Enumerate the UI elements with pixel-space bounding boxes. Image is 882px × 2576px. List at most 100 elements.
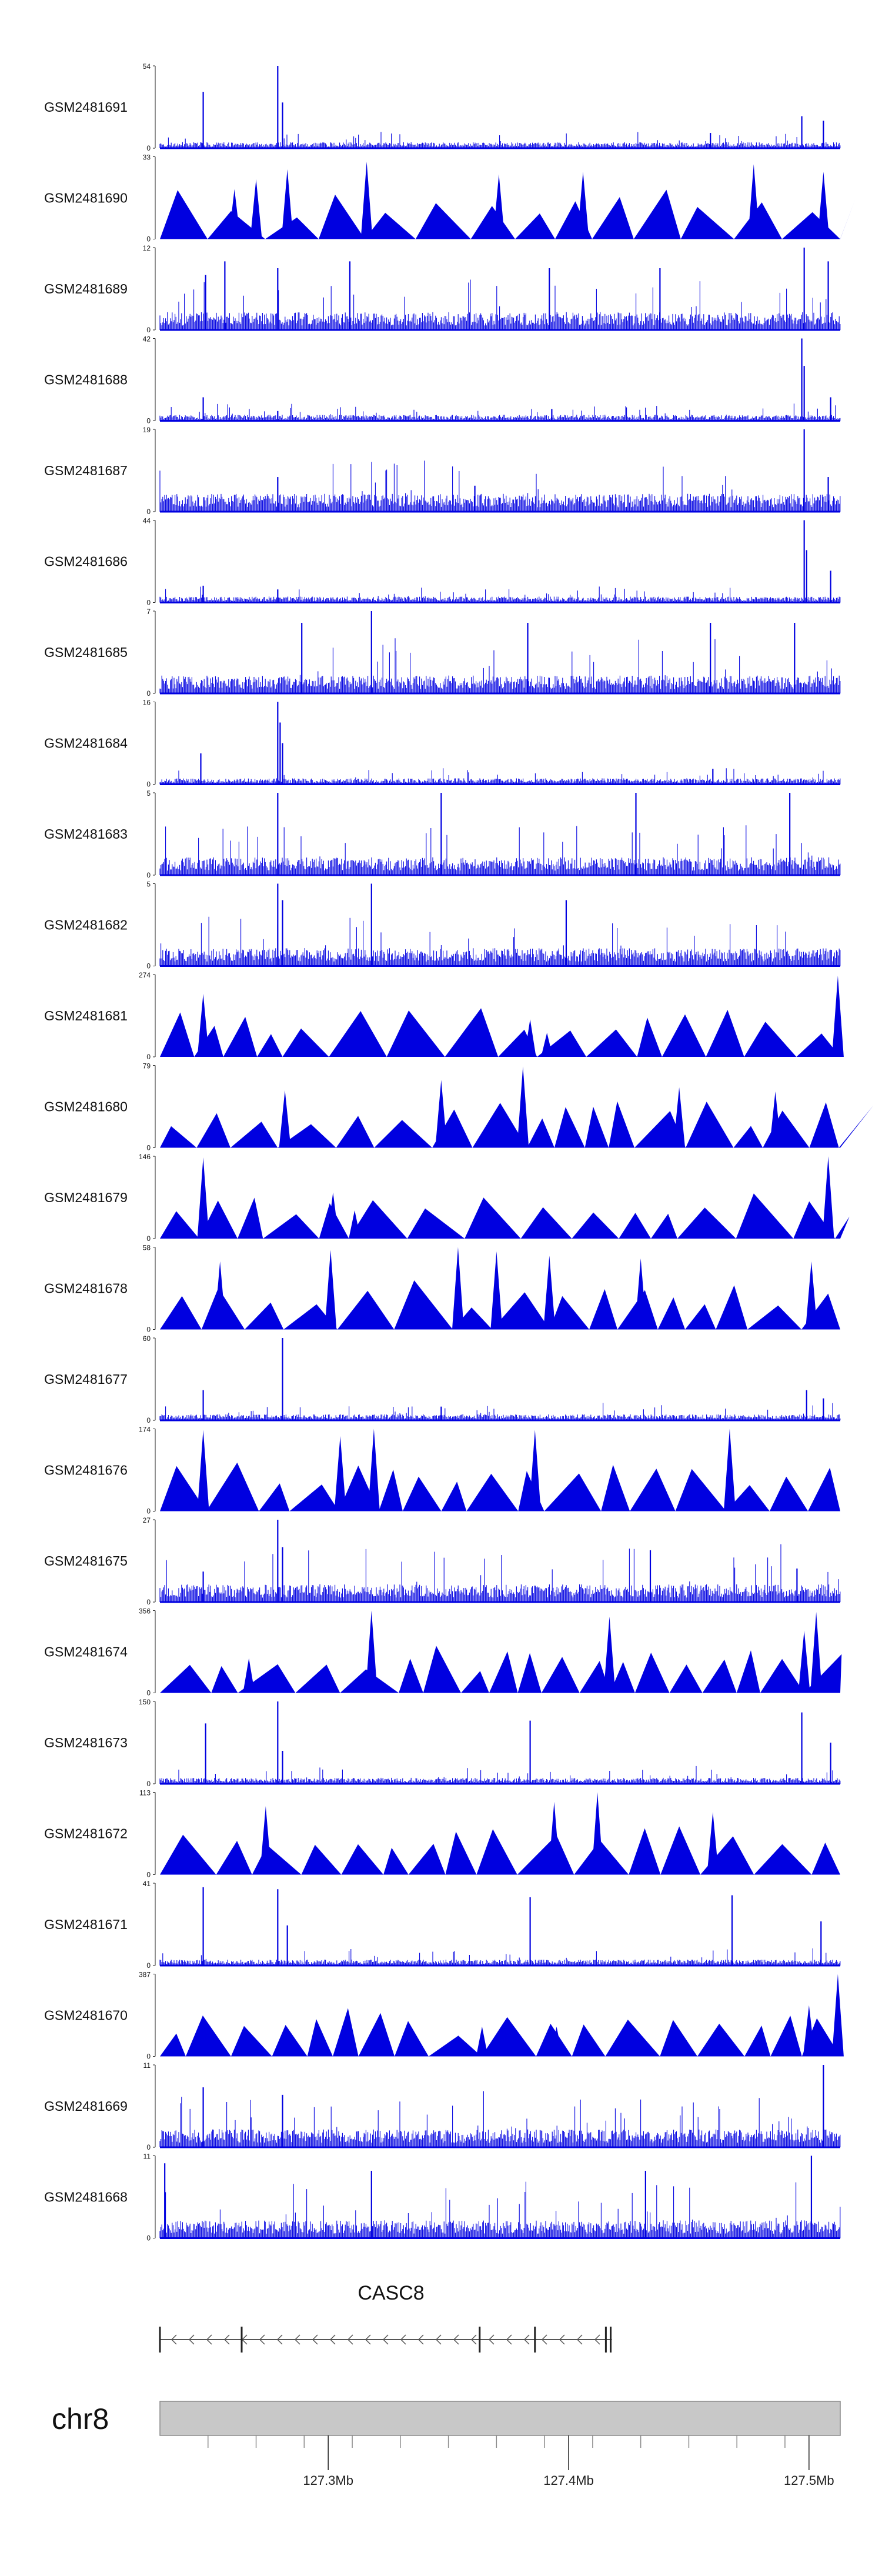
signal-bars xyxy=(159,1766,841,1784)
signal-bars xyxy=(159,403,841,421)
tick-label: 127.3Mb xyxy=(303,2473,353,2488)
exon xyxy=(604,2327,607,2353)
track-GSM2481681: GSM2481681 274 0 xyxy=(44,971,844,1061)
track-GSM2481690: GSM2481690 33 0 xyxy=(44,154,856,243)
ymax-label: 44 xyxy=(143,517,151,525)
ymax-label: 33 xyxy=(143,154,151,162)
track-label: GSM2481679 xyxy=(44,1190,128,1205)
signal-peak xyxy=(490,1251,503,1330)
ymin-label: 0 xyxy=(146,962,151,970)
track-label: GSM2481685 xyxy=(44,645,128,660)
signal-area xyxy=(160,1193,850,1239)
track-GSM2481674: GSM2481674 356 0 xyxy=(44,1607,842,1697)
strand-arrow xyxy=(312,2334,318,2345)
strand-arrow xyxy=(576,2334,583,2345)
signal-peak xyxy=(541,1033,553,1057)
signal-area xyxy=(160,2008,840,2057)
signal-peak xyxy=(334,1436,346,1511)
ymax-label: 11 xyxy=(143,2153,151,2161)
signal-peak xyxy=(603,1616,616,1693)
gene-exons xyxy=(159,2327,612,2353)
signal-peak xyxy=(368,1429,380,1511)
strand-arrow xyxy=(506,2334,512,2345)
tick-label: 127.5Mb xyxy=(784,2473,834,2488)
track-GSM2481688: GSM2481688 42 0 xyxy=(44,335,841,425)
track-GSM2481678: GSM2481678 58 0 xyxy=(44,1244,840,1334)
track-GSM2481691: GSM2481691 54 0 xyxy=(44,62,841,152)
track-label: GSM2481674 xyxy=(44,1644,128,1660)
ymax-label: 113 xyxy=(139,1789,151,1797)
signal-peak xyxy=(452,1247,464,1330)
exon xyxy=(159,2327,161,2353)
ymax-label: 150 xyxy=(139,1698,151,1706)
ymax-label: 5 xyxy=(146,789,151,798)
track-label: GSM2481676 xyxy=(44,1463,128,1478)
track-label: GSM2481668 xyxy=(44,2190,128,2205)
ymin-label: 0 xyxy=(146,1144,151,1152)
chromosome-ideogram: chr8 127.3Mb 127.4Mb 127.5Mb xyxy=(52,2401,841,2488)
ymax-label: 5 xyxy=(146,880,151,889)
track-GSM2481686: GSM2481686 44 0 xyxy=(44,517,841,607)
ymax-label: 356 xyxy=(139,1607,151,1616)
axis-ticks: 127.3Mb 127.4Mb 127.5Mb xyxy=(208,2435,834,2488)
ymin-label: 0 xyxy=(146,144,151,152)
signal-peak xyxy=(769,1091,781,1148)
strand-arrow xyxy=(470,2334,477,2345)
ymax-label: 12 xyxy=(143,244,151,252)
signal-bars xyxy=(159,638,841,693)
ymax-label: 19 xyxy=(143,426,151,434)
track-GSM2481677: GSM2481677 60 0 xyxy=(44,1334,841,1424)
chromosome-band xyxy=(159,2401,841,2436)
signal-bars xyxy=(159,916,841,966)
track-GSM2481680: GSM2481680 79 0 xyxy=(44,1062,874,1152)
signal-area xyxy=(160,1008,840,1057)
ymin-label: 0 xyxy=(146,235,151,243)
ymin-label: 0 xyxy=(146,1961,151,1970)
strand-arrow xyxy=(294,2334,300,2345)
signal-peak xyxy=(543,1255,556,1330)
track-label: GSM2481678 xyxy=(44,1281,128,1296)
signal-peak xyxy=(810,1611,823,1693)
signal-area xyxy=(160,1280,840,1330)
track-label: GSM2481672 xyxy=(44,1826,128,1841)
track-label: GSM2481684 xyxy=(44,736,128,751)
signal-peak xyxy=(577,171,589,239)
signal-peak xyxy=(360,161,373,239)
signal-area xyxy=(160,1646,842,1693)
signal-peak xyxy=(327,1192,339,1239)
signal-peak xyxy=(336,2026,349,2057)
signal-bars xyxy=(159,279,841,330)
ymax-label: 54 xyxy=(143,62,151,71)
signal-peak xyxy=(476,2026,488,2057)
track-label: GSM2481686 xyxy=(44,554,128,569)
strand-arrow xyxy=(417,2334,424,2345)
signal-peak xyxy=(548,1801,560,1875)
ymax-label: 387 xyxy=(139,1971,151,1979)
tick-label: 127.4Mb xyxy=(543,2473,594,2488)
signal-peak xyxy=(592,1792,604,1875)
track-label: GSM2481669 xyxy=(44,2098,128,2114)
exon xyxy=(534,2327,536,2353)
ymax-label: 60 xyxy=(143,1334,151,1343)
signal-peak xyxy=(831,1974,844,2057)
signal-peak xyxy=(250,179,262,239)
ymin-label: 0 xyxy=(146,1689,151,1697)
track-label: GSM2481691 xyxy=(44,99,128,115)
track-label: GSM2481688 xyxy=(44,372,128,388)
signal-peak xyxy=(803,2005,815,2057)
track-GSM2481671: GSM2481671 41 0 xyxy=(44,1880,841,1970)
track-GSM2481673: GSM2481673 150 0 xyxy=(44,1698,841,1788)
track-label: GSM2481690 xyxy=(44,191,128,206)
ymin-label: 0 xyxy=(146,1871,151,1879)
strand-arrow xyxy=(382,2334,389,2345)
signal-peak xyxy=(259,1806,272,1875)
track-GSM2481687: GSM2481687 19 0 xyxy=(44,426,841,516)
track-label: GSM2481671 xyxy=(44,1917,128,1932)
signal-area xyxy=(160,189,856,239)
signal-peak xyxy=(228,189,240,239)
signal-peak xyxy=(550,2026,563,2057)
coverage-tracks: GSM2481691540GSM2481690330GSM2481689120G… xyxy=(44,62,874,2243)
signal-peak xyxy=(723,1429,736,1511)
signal-peak xyxy=(325,1250,337,1330)
track-label: GSM2481687 xyxy=(44,463,128,478)
